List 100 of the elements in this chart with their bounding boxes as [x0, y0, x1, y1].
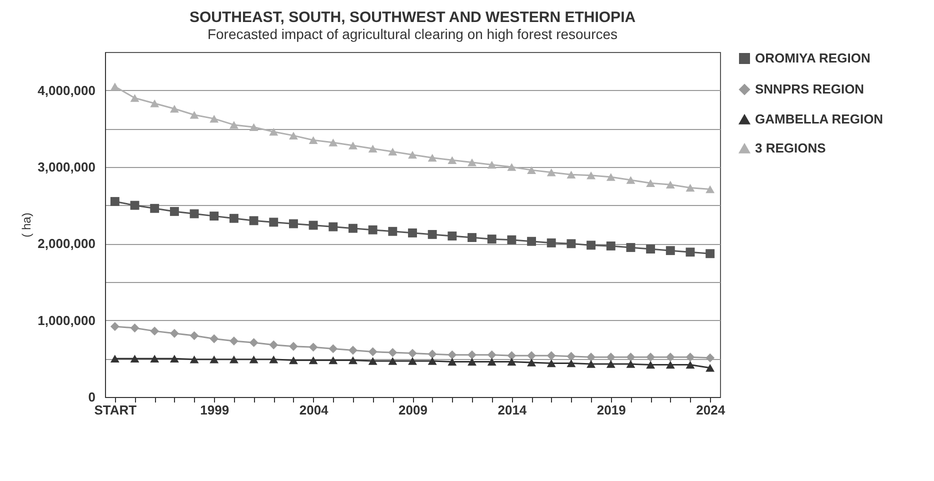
point — [190, 356, 199, 364]
chart-subtitle: Forecasted impact of agricultural clearing on high forest resources — [207, 26, 618, 42]
point — [527, 358, 536, 366]
point — [468, 358, 476, 366]
point — [468, 233, 476, 242]
point — [210, 212, 219, 221]
point — [249, 356, 258, 364]
point — [686, 352, 695, 362]
point — [348, 346, 358, 355]
point — [606, 360, 616, 368]
point — [706, 185, 715, 194]
point — [348, 142, 358, 150]
point — [170, 104, 179, 113]
point — [190, 331, 199, 340]
point — [348, 356, 358, 364]
point — [626, 176, 636, 184]
chart-title: SOUTHEAST, SOUTH, SOUTHWEST AND WESTERN ETHIOPIA — [189, 9, 636, 26]
point — [170, 354, 179, 363]
point — [626, 360, 636, 368]
point — [328, 138, 338, 146]
point — [288, 356, 298, 364]
point — [308, 342, 318, 352]
x-tick-label: 1999 — [200, 402, 230, 418]
point — [249, 338, 258, 348]
point — [388, 148, 398, 156]
point — [566, 170, 576, 179]
point — [706, 364, 715, 372]
x-tick-label: 2004 — [299, 402, 330, 418]
point — [110, 82, 120, 90]
point — [586, 172, 596, 180]
point — [308, 136, 318, 144]
point — [408, 348, 417, 358]
point — [468, 158, 476, 166]
point — [388, 348, 398, 358]
point — [566, 352, 576, 361]
point — [606, 352, 616, 362]
point — [507, 235, 516, 244]
x-tick-label: 2024 — [696, 402, 726, 418]
point — [229, 120, 238, 129]
point — [229, 336, 238, 346]
point — [368, 144, 378, 152]
point — [229, 214, 238, 223]
point — [487, 234, 496, 244]
point — [606, 241, 616, 250]
legend-label: OROMIYA REGION — [755, 50, 870, 66]
point — [368, 347, 378, 356]
y-tick-label: 0 — [88, 390, 96, 404]
point — [269, 356, 278, 364]
point — [546, 359, 556, 368]
point — [646, 179, 656, 187]
x-tick-label: START — [94, 402, 137, 418]
point — [666, 180, 675, 189]
point — [308, 220, 318, 230]
point — [546, 238, 556, 248]
point — [507, 163, 516, 171]
point — [229, 356, 238, 364]
point — [527, 166, 536, 174]
point — [110, 322, 120, 331]
point — [288, 132, 298, 140]
point — [408, 357, 417, 365]
point — [150, 204, 160, 213]
point — [448, 350, 457, 360]
x-tick-label: 2014 — [498, 402, 528, 418]
legend-label: SNNPRS REGION — [755, 82, 864, 96]
text: 1,000,000 — [38, 312, 96, 328]
point — [527, 236, 536, 246]
point — [546, 168, 556, 176]
point — [686, 184, 695, 192]
point — [468, 350, 476, 360]
point — [328, 344, 338, 354]
y-tick-label: 3,000,000 — [38, 160, 96, 174]
point — [428, 154, 437, 162]
point — [170, 328, 179, 338]
point — [706, 353, 715, 362]
point — [487, 350, 496, 360]
y-axis-title: ( ha) — [20, 212, 34, 238]
legend-label: GAMBELLA REGION — [755, 112, 884, 126]
point — [408, 228, 417, 238]
point — [666, 246, 675, 256]
point — [487, 358, 496, 366]
y-tick-label: 4,000,000 — [38, 82, 96, 98]
x-tick-label: 2019 — [596, 402, 626, 418]
point — [368, 225, 378, 234]
point — [328, 222, 338, 232]
point — [646, 244, 656, 254]
point — [110, 197, 120, 206]
point — [566, 359, 576, 368]
point — [269, 340, 278, 350]
point — [428, 350, 437, 359]
point — [606, 173, 616, 181]
point — [130, 200, 140, 210]
point — [666, 352, 675, 362]
point — [428, 357, 437, 365]
point — [210, 356, 219, 364]
point — [190, 110, 199, 119]
point — [348, 224, 358, 233]
point — [308, 356, 318, 364]
point — [507, 358, 516, 366]
point — [210, 114, 219, 123]
point — [170, 206, 179, 216]
